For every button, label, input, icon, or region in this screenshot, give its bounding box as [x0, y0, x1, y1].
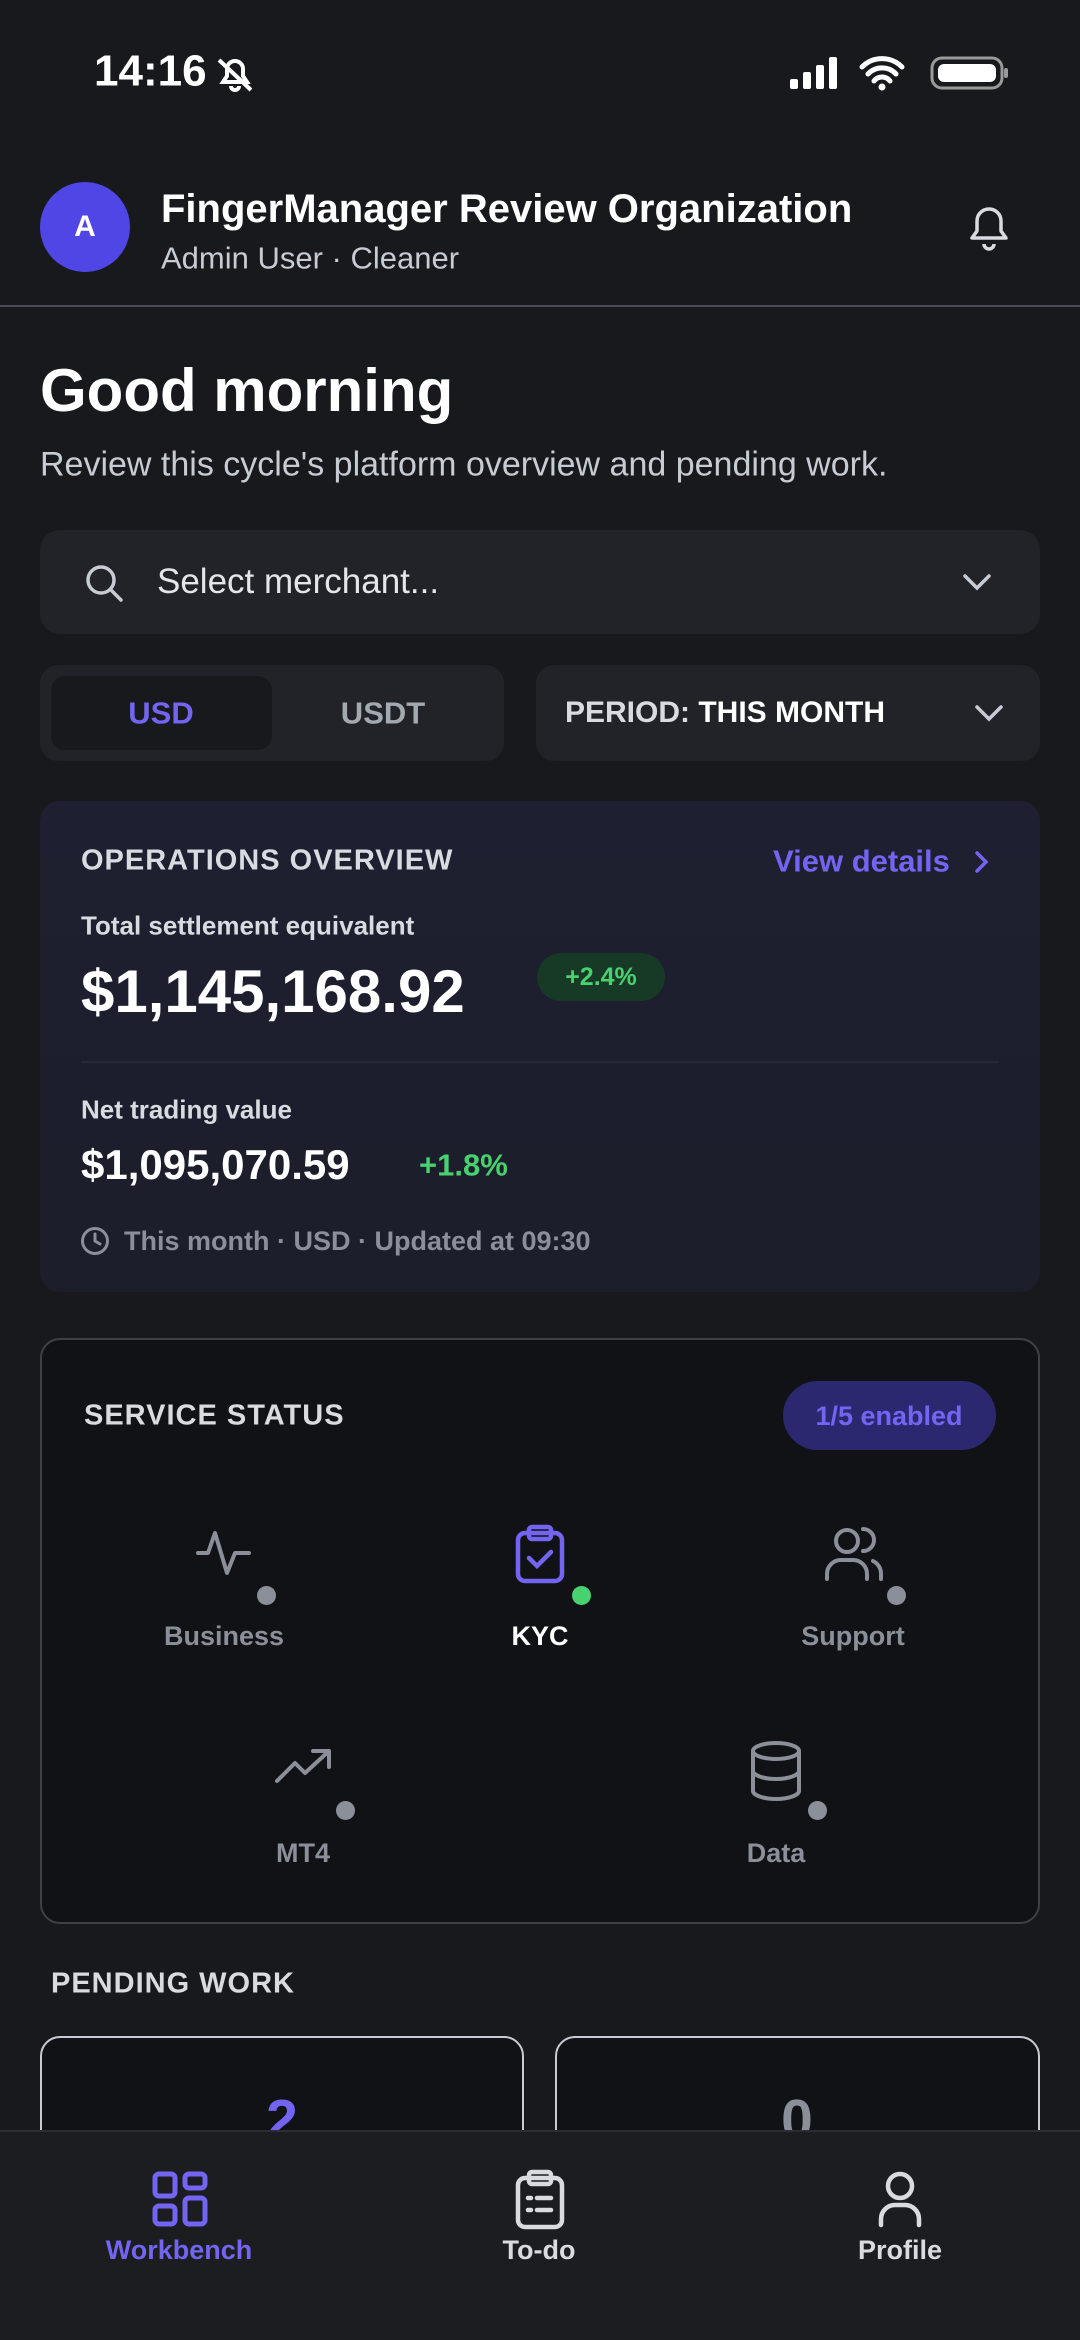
net-change: +1.8%: [419, 1147, 508, 1183]
profile-icon: [878, 2171, 922, 2228]
change-badge: [537, 953, 665, 1001]
workbench-icon: [152, 2171, 208, 2227]
nav-item[interactable]: Profile: [857, 2234, 943, 2265]
section-title: PENDING WORK: [51, 1967, 295, 2000]
view-details-link[interactable]: View details: [773, 843, 950, 879]
currency-tab[interactable]: USD: [128, 695, 194, 731]
service-name: Business: [163, 1620, 285, 1651]
mute-icon: [217, 58, 253, 92]
service-name: MT4: [276, 1837, 330, 1868]
user-role: Admin User · Cleaner: [161, 240, 460, 276]
status-dot: [887, 1586, 906, 1605]
notification-bell[interactable]: [966, 202, 1012, 252]
card-divider: [81, 1061, 999, 1063]
organization-name: FingerManager Review Organization: [161, 187, 853, 231]
total-value: $1,145,168.92: [81, 958, 465, 1025]
clock-icon: [81, 1227, 109, 1255]
greeting-title: Good morning: [40, 357, 454, 424]
chevron-right: [975, 851, 989, 873]
period-select[interactable]: [536, 665, 1040, 761]
net-label: Net trading value: [81, 1094, 292, 1125]
avatar-initial: A: [74, 210, 96, 243]
nav-item[interactable]: Workbench: [105, 2234, 253, 2265]
nav-item[interactable]: To-do: [502, 2234, 576, 2265]
card-title: OPERATIONS OVERVIEW: [81, 844, 454, 877]
data-icon: [751, 1741, 801, 1802]
merchant-select[interactable]: [40, 530, 1040, 634]
enabled-badge: [783, 1381, 996, 1450]
total-label: Total settlement equivalent: [81, 910, 415, 941]
total-change: +2.4%: [565, 963, 637, 991]
todo-icon: [515, 2169, 565, 2230]
status-dot: [808, 1801, 827, 1820]
net-value: $1,095,070.59: [81, 1140, 350, 1188]
status-time: 14:16: [94, 46, 207, 96]
service-name: Support: [801, 1620, 905, 1651]
support-icon: [825, 1527, 883, 1581]
kyc-icon: [515, 1524, 565, 1584]
card-title: SERVICE STATUS: [84, 1399, 345, 1432]
mt4-icon: [275, 1749, 331, 1783]
header-divider: [0, 305, 1080, 307]
avatar[interactable]: [40, 182, 130, 272]
status-dot: [336, 1801, 355, 1820]
period-value: THIS MONTH: [698, 696, 886, 729]
business-icon: [196, 1531, 251, 1575]
currency-tab[interactable]: USDT: [340, 695, 426, 731]
greeting-subtitle: Review this cycle's platform overview an…: [40, 445, 888, 484]
bottom-nav: [0, 2130, 1080, 2340]
service-name: Data: [746, 1837, 806, 1868]
chevron-down: [963, 574, 991, 591]
service-name: KYC: [511, 1620, 569, 1651]
tab-highlight: [51, 676, 272, 750]
merchant-placeholder: Select merchant...: [157, 562, 440, 601]
search-icon: [86, 565, 123, 602]
status-icons: [790, 56, 1008, 91]
overview-footer: This month · USD · Updated at 09:30: [124, 1225, 591, 1256]
chevron-down: [975, 705, 1003, 722]
operations-card: [40, 801, 1040, 1292]
period-prefix: PERIOD:: [565, 696, 691, 729]
period-label: PERIOD: THIS MONTH: [565, 695, 885, 731]
status-dot: [257, 1586, 276, 1605]
status-dot: [572, 1586, 591, 1605]
enabled-count: 1/5 enabled: [815, 1400, 963, 1431]
